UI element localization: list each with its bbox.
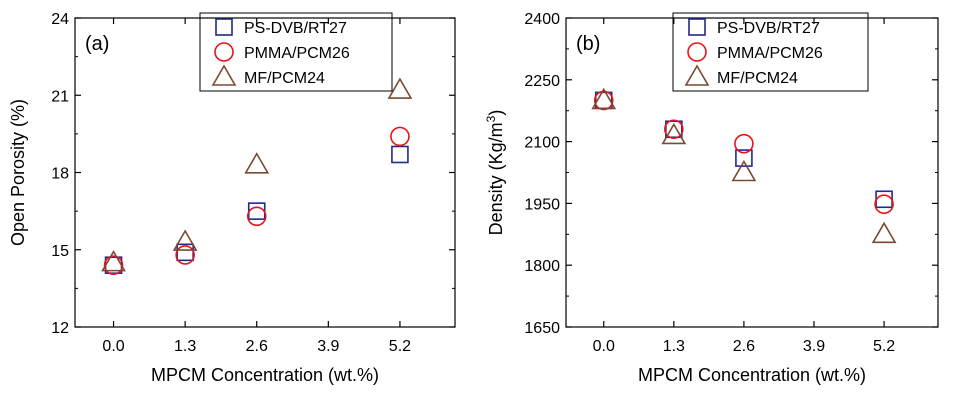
x-tick-label: 3.9: [803, 338, 825, 355]
series-triangle: [591, 87, 897, 244]
series-square: [594, 91, 893, 209]
y-tick-label: 18: [51, 166, 69, 183]
legend-box: [199, 12, 393, 92]
data-point: [871, 221, 897, 244]
series-triangle: [101, 77, 413, 272]
legend-label: PS-DVB/RT27: [244, 20, 347, 37]
series-square: [104, 145, 409, 275]
series-circle: [593, 90, 894, 215]
data-point: [387, 77, 413, 99]
y-axis-title-superscript: 3: [484, 115, 498, 122]
legend-label: PMMA/PCM26: [244, 45, 350, 62]
data-point: [103, 255, 124, 276]
legend-marker: [688, 18, 706, 36]
plot-frame: [565, 17, 939, 328]
data-point: [664, 119, 684, 140]
data-point: [593, 90, 614, 111]
x-tick-label: 0.0: [102, 338, 124, 355]
y-tick-label: 2250: [524, 73, 560, 90]
legend: PS-DVB/RT27 PMMA/PCM26 MF/PCM24: [672, 12, 869, 92]
x-tick-label: 1.3: [174, 338, 196, 355]
panel-label: (a): [85, 33, 109, 55]
x-axis-title: MPCM Concentration (wt.%): [151, 365, 379, 385]
legend: PS-DVB/RT27 PMMA/PCM26 MF/PCM24: [199, 12, 393, 92]
y-tick-label: 15: [51, 243, 69, 260]
y-tick-label: 1800: [524, 258, 560, 275]
x-tick-label: 1.3: [663, 338, 685, 355]
data-point: [390, 126, 410, 147]
data-point: [176, 243, 194, 262]
legend-label: MF/PCM24: [717, 70, 798, 87]
y-tick-label: 24: [51, 11, 69, 28]
data-point: [731, 159, 757, 182]
data-point: [874, 194, 894, 215]
series-circle: [103, 126, 410, 276]
x-tick-label: 3.9: [317, 338, 339, 355]
y-tick-label: 2400: [524, 11, 560, 28]
panel-label: (b): [576, 33, 600, 55]
legend-marker: [684, 64, 710, 86]
chart-panel-a: 0.0 1.3 2.6 3.9 5.2 12 15 18 21 24 MPCM Concentrat…: [8, 11, 456, 385]
y-axis-title: Density (Kg/m3): [484, 110, 506, 236]
legend-label: PS-DVB/RT27: [717, 20, 820, 37]
data-point: [175, 245, 195, 265]
data-point: [734, 133, 754, 154]
x-axis-title: MPCM Concentration (wt.%): [638, 365, 866, 385]
y-tick-label: 12: [51, 320, 69, 337]
legend-box: [672, 12, 869, 92]
data-point: [391, 145, 409, 164]
y-tick-label: 1650: [524, 320, 560, 337]
data-point: [101, 250, 126, 272]
y-axis-title: Open Porosity (%): [8, 99, 28, 246]
legend-marker: [215, 18, 233, 36]
data-point: [875, 190, 893, 209]
x-tick-label: 5.2: [389, 338, 411, 355]
legend-marker: [214, 42, 234, 62]
data-point: [247, 202, 266, 220]
data-point: [661, 122, 687, 145]
x-tick-label: 2.6: [733, 338, 755, 355]
data-point: [665, 120, 683, 139]
y-axis-title-text: Open Porosity (%): [8, 99, 28, 246]
y-tick-label: 1950: [524, 196, 560, 213]
legend-marker: [687, 42, 707, 62]
x-tick-label: 5.2: [873, 338, 895, 355]
y-axis-title-text: Density (Kg/m: [486, 122, 506, 235]
chart-panel-b: 0.0 1.3 2.6 3.9 5.2 1650 1800 1950 2100 2250 2400 M…: [484, 11, 939, 385]
data-point: [591, 87, 617, 110]
x-tick-label: 2.6: [246, 338, 268, 355]
data-point: [172, 229, 198, 251]
legend-label: MF/PCM24: [244, 70, 325, 87]
y-axis-title-suffix: ): [486, 110, 506, 116]
legend-marker: [211, 64, 237, 86]
x-tick-label: 0.0: [593, 338, 615, 355]
legend-label: PMMA/PCM26: [717, 45, 823, 62]
data-point: [246, 206, 267, 227]
data-point: [735, 149, 753, 167]
y-tick-label: 2100: [524, 135, 560, 152]
data-point: [244, 152, 270, 174]
y-tick-label: 21: [51, 88, 69, 105]
